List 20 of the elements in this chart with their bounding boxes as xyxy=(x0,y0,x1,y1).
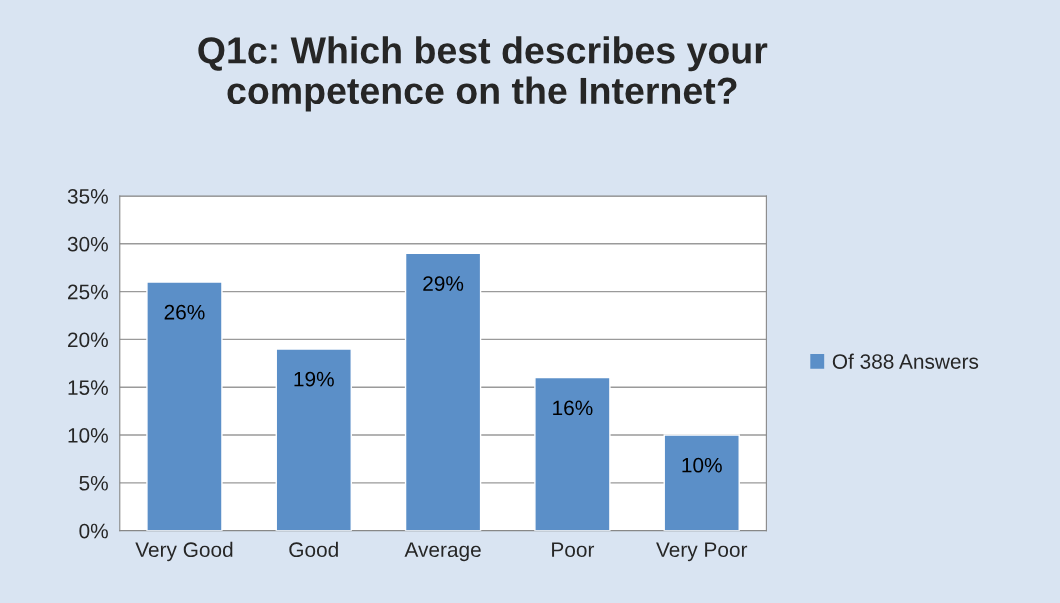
y-tick-label: 10% xyxy=(68,428,108,443)
y-tick-label: 0% xyxy=(79,523,108,539)
x-tick-label: Very Poor xyxy=(656,542,748,562)
y-tick-label: 15% xyxy=(68,380,108,395)
x-tick-label: Average xyxy=(404,542,481,562)
legend-label: Of 388 Answers xyxy=(832,353,979,369)
data-label: 10% xyxy=(682,457,722,473)
data-label: 19% xyxy=(294,371,334,387)
x-tick-label: Very Good xyxy=(135,541,233,562)
x-tick-label: Poor xyxy=(552,542,595,558)
x-tick-label: Good xyxy=(289,541,338,558)
y-tick-label: 35% xyxy=(67,188,108,204)
y-tick-label: 5% xyxy=(79,475,108,491)
data-label: 29% xyxy=(423,276,464,291)
data-label: 16% xyxy=(553,400,593,416)
y-tick-label: 30% xyxy=(67,236,108,252)
chart-title: Q1c: Which best describes your competence on the Internet? xyxy=(198,36,768,112)
y-tick-label: 25% xyxy=(68,284,108,300)
data-label: 26% xyxy=(164,304,205,320)
y-tick-label: 20% xyxy=(68,332,108,348)
